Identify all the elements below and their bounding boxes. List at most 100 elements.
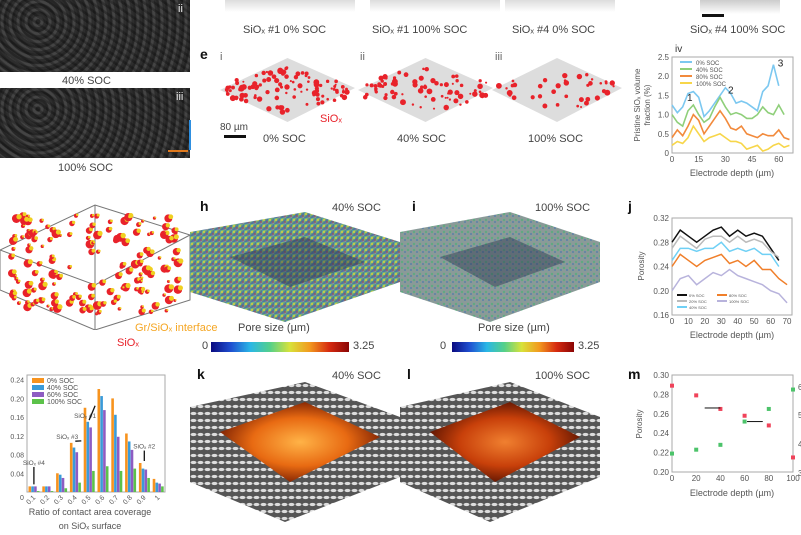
siox-particle — [426, 88, 433, 95]
interface-patch — [13, 247, 16, 250]
siox-particle — [321, 94, 325, 98]
interface-patch — [91, 213, 95, 217]
siox-particle — [335, 90, 339, 94]
siox-particle — [443, 104, 449, 111]
interface-patch — [165, 223, 171, 228]
siox-particle — [243, 98, 249, 104]
siox-particle — [265, 90, 270, 95]
series-line-1 — [671, 95, 785, 128]
sem-image-100-soc — [0, 88, 190, 158]
particle-render-1 — [225, 0, 355, 12]
sem-image-40-soc — [0, 0, 190, 72]
siox-particle — [472, 91, 478, 97]
interface-patch — [18, 279, 21, 283]
siox-particle — [555, 102, 560, 107]
interface-patch — [140, 276, 144, 279]
siox-particle — [585, 96, 591, 102]
interface-patch — [54, 299, 60, 304]
interface-patch — [136, 287, 139, 290]
siox-particle — [293, 74, 299, 80]
panel-label-i: i — [412, 198, 416, 214]
bar — [50, 491, 54, 492]
siox-particle — [440, 94, 444, 98]
render-1 — [220, 58, 355, 122]
interface-patch — [36, 298, 40, 303]
siox-particle — [253, 95, 257, 100]
siox-particle — [537, 83, 543, 89]
interface-patch — [140, 279, 143, 282]
x-tick-label: 70 — [783, 317, 792, 326]
interface-patch — [13, 236, 19, 242]
y-tick-label: 0.28 — [653, 390, 669, 399]
render-2 — [358, 58, 493, 122]
siox-particle — [314, 88, 320, 93]
interface-patch — [140, 272, 143, 275]
interface-patch — [49, 237, 54, 241]
scatter-point — [670, 451, 674, 456]
legend-swatch — [32, 392, 44, 397]
bar — [105, 466, 109, 492]
right-y-tick-label: 4 — [798, 440, 801, 449]
scale-bar-e — [224, 135, 246, 138]
siox-annotation: SiOₓ #4 — [23, 460, 45, 467]
siox-particle — [477, 83, 483, 90]
siox-particle — [403, 72, 409, 78]
siox-particle — [551, 89, 557, 95]
siox-annotation: SiOₓ #1 — [74, 413, 96, 420]
interface-patch — [53, 282, 57, 285]
x-tick-label: 40 — [716, 474, 725, 483]
colorbar-max-h: 3.25 — [353, 340, 375, 352]
interface-patch — [164, 293, 167, 296]
interface-patch — [177, 276, 182, 281]
siox-particle — [391, 94, 397, 100]
interface-patch — [42, 281, 48, 287]
y-tick-label: 0.04 — [10, 471, 24, 478]
bar — [61, 477, 65, 492]
interface-patch — [13, 295, 17, 299]
siox-particle — [235, 82, 239, 86]
siox-particle — [454, 90, 460, 96]
bar — [64, 488, 68, 492]
siox-particle — [278, 105, 284, 111]
siox-particle — [586, 83, 590, 87]
siox-particle — [231, 85, 235, 90]
interface-patch — [169, 235, 174, 241]
y-axis-label: Porosity — [637, 252, 646, 281]
siox-particle — [451, 82, 454, 85]
legend-label: 0% SOC — [696, 61, 720, 67]
interface-patch — [82, 306, 87, 311]
x-axis-label: Electrode depth (µm) — [690, 168, 774, 178]
interface-patch — [122, 286, 125, 289]
render-3 — [492, 58, 622, 122]
caption-e-100: 100% SOC — [528, 133, 584, 145]
siox-particle — [239, 97, 244, 102]
y-axis-label: Porosity — [635, 410, 644, 439]
legend-label: 0% SOC — [689, 293, 705, 298]
interface-patch — [27, 217, 33, 223]
interface-patch — [142, 305, 145, 308]
siox-particle — [299, 83, 303, 87]
roman-i: i — [220, 51, 223, 63]
roman-ii-e: ii — [360, 51, 365, 63]
interface-patch — [167, 266, 172, 270]
z-axis-arrow-icon — [189, 120, 191, 150]
siox-annotation: SiOₓ #3 — [56, 434, 78, 441]
bar — [114, 414, 117, 492]
legend-label: 20% SOC — [689, 299, 707, 304]
caption-h: 40% SOC — [332, 202, 381, 214]
siox-particle — [397, 70, 402, 75]
interface-patch — [24, 216, 30, 222]
colorbar-max-i: 3.25 — [578, 340, 600, 352]
panel-label-e: e — [200, 46, 208, 62]
siox-particle — [599, 81, 603, 85]
bar — [152, 478, 156, 492]
series-line-2 — [671, 241, 780, 267]
panel-label-j: j — [628, 198, 632, 214]
bar — [158, 483, 161, 492]
interface-patch — [69, 264, 73, 268]
caption-siox1-100: SiOₓ #1 100% SOC — [372, 24, 468, 36]
bar — [72, 447, 76, 492]
siox-particle — [228, 89, 232, 93]
caption-k: 40% SOC — [332, 370, 381, 382]
